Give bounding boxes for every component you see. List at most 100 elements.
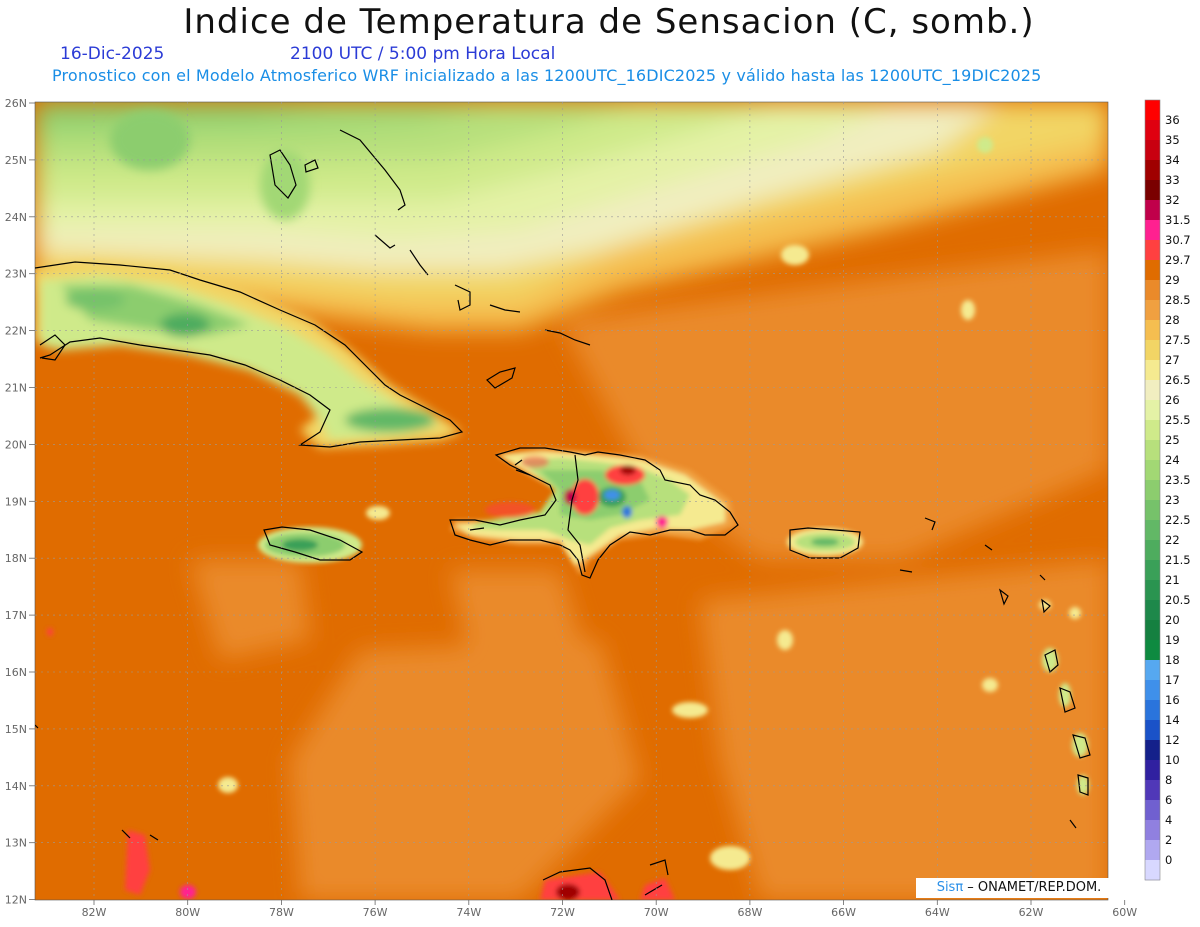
lat-label-22N: 22N — [5, 325, 27, 338]
colorbar-swatch — [1145, 740, 1160, 761]
colorbar-label: 23 — [1165, 493, 1180, 507]
colorbar-label: 4 — [1165, 813, 1172, 827]
lon-label-80W: 80W — [175, 906, 200, 919]
colorbar: 363534333231.530.729.72928.52827.52726.5… — [1144, 99, 1191, 881]
colorbar-label: 22 — [1165, 533, 1180, 547]
colorbar-label: 28.5 — [1165, 293, 1191, 307]
colorbar-label: 2 — [1165, 833, 1172, 847]
colorbar-swatch — [1145, 700, 1160, 721]
colorbar-swatch — [1145, 520, 1160, 541]
colorbar-swatch — [1145, 100, 1160, 121]
colorbar-swatch — [1145, 160, 1160, 181]
lon-label-68W: 68W — [737, 906, 762, 919]
colorbar-label: 26.5 — [1165, 373, 1191, 387]
colorbar-label: 27 — [1165, 353, 1180, 367]
forecast-date: 16-Dic-2025 — [60, 44, 165, 64]
colorbar-label: 34 — [1165, 153, 1180, 167]
lon-label-78W: 78W — [269, 906, 294, 919]
lon-label-66W: 66W — [831, 906, 856, 919]
lon-label-76W: 76W — [363, 906, 388, 919]
colorbar-label: 25 — [1165, 433, 1180, 447]
colorbar-swatch — [1145, 360, 1160, 381]
colorbar-label: 21.5 — [1165, 553, 1191, 567]
colorbar-swatch — [1145, 600, 1160, 621]
colorbar-label: 21 — [1165, 573, 1180, 587]
colorbar-swatch — [1145, 280, 1160, 301]
lat-label-13N: 13N — [5, 837, 27, 850]
colorbar-label: 0 — [1165, 853, 1172, 867]
colorbar-swatch — [1145, 380, 1160, 401]
lon-label-82W: 82W — [82, 906, 107, 919]
colorbar-label: 30.7 — [1165, 233, 1191, 247]
colorbar-swatch — [1145, 260, 1160, 281]
model-info: Pronostico con el Modelo Atmosferico WRF… — [52, 66, 1042, 85]
colorbar-swatch — [1145, 580, 1160, 601]
lat-label-20N: 20N — [5, 438, 27, 451]
credit-box: Sisπ – ONAMET/REP.DOM. — [916, 878, 1122, 898]
colorbar-label: 25.5 — [1165, 413, 1191, 427]
lat-label-14N: 14N — [5, 780, 27, 793]
lat-label-12N: 12N — [5, 894, 27, 907]
forecast-time: 2100 UTC / 5:00 pm Hora Local — [290, 44, 556, 64]
lon-label-62W: 62W — [1019, 906, 1044, 919]
colorbar-label: 27.5 — [1165, 333, 1191, 347]
colorbar-swatch — [1145, 240, 1160, 261]
colorbar-swatch — [1145, 800, 1160, 821]
colorbar-label: 33 — [1165, 173, 1180, 187]
coastlines — [35, 129, 1091, 900]
graticule — [35, 102, 1108, 900]
colorbar-label: 16 — [1165, 693, 1180, 707]
colorbar-label: 29.7 — [1165, 253, 1191, 267]
lon-label-70W: 70W — [644, 906, 669, 919]
colorbar-label: 20 — [1165, 613, 1180, 627]
colorbar-swatch — [1145, 300, 1160, 321]
colorbar-label: 18 — [1165, 653, 1180, 667]
colorbar-label: 29 — [1165, 273, 1180, 287]
lat-label-25N: 25N — [5, 154, 27, 167]
colorbar-swatch — [1145, 760, 1160, 781]
lat-label-24N: 24N — [5, 211, 27, 224]
colorbar-label: 14 — [1165, 713, 1180, 727]
colorbar-swatch — [1145, 120, 1160, 141]
colorbar-swatch — [1145, 560, 1160, 581]
colorbar-swatch — [1145, 340, 1160, 361]
colorbar-swatch — [1145, 540, 1160, 561]
colorbar-swatch — [1145, 620, 1160, 641]
colorbar-label: 19 — [1165, 633, 1180, 647]
lat-label-18N: 18N — [5, 552, 27, 565]
colorbar-label: 22.5 — [1165, 513, 1191, 527]
colorbar-label: 35 — [1165, 133, 1180, 147]
colorbar-swatch — [1145, 500, 1160, 521]
lat-label-17N: 17N — [5, 609, 27, 622]
colorbar-swatch — [1145, 200, 1160, 221]
colorbar-swatch — [1145, 780, 1160, 801]
lat-label-21N: 21N — [5, 382, 27, 395]
lat-label-23N: 23N — [5, 268, 27, 281]
lat-label-26N: 26N — [5, 97, 27, 110]
lat-label-15N: 15N — [5, 723, 27, 736]
heat-index-field — [35, 102, 1108, 900]
colorbar-swatch — [1145, 400, 1160, 421]
credit-text: – ONAMET/REP.DOM. — [963, 880, 1102, 895]
colorbar-swatch — [1145, 460, 1160, 481]
colorbar-swatch — [1145, 860, 1160, 881]
lon-label-72W: 72W — [550, 906, 575, 919]
colorbar-swatch — [1145, 660, 1160, 681]
colorbar-label: 24 — [1165, 453, 1180, 467]
colorbar-label: 12 — [1165, 733, 1180, 747]
colorbar-label: 20.5 — [1165, 593, 1191, 607]
colorbar-label: 36 — [1165, 113, 1180, 127]
longitude-axis: 82W 80W 78W 76W 74W 72W 70W 68W 66W 64W 62W 60W — [82, 900, 1137, 919]
colorbar-swatch — [1145, 720, 1160, 741]
colorbar-swatch — [1145, 420, 1160, 441]
colorbar-label: 6 — [1165, 793, 1172, 807]
lat-label-19N: 19N — [5, 495, 27, 508]
latitude-axis: 26N 25N 24N 23N 22N 21N 20N 19N 18N 17N 16N 15N 14N 1… — [5, 97, 35, 907]
colorbar-swatch — [1145, 840, 1160, 861]
lat-label-16N: 16N — [5, 666, 27, 679]
colorbar-swatch — [1145, 180, 1160, 201]
credit-brand: Sisπ — [936, 880, 964, 895]
colorbar-label: 17 — [1165, 673, 1180, 687]
colorbar-label: 31.5 — [1165, 213, 1191, 227]
